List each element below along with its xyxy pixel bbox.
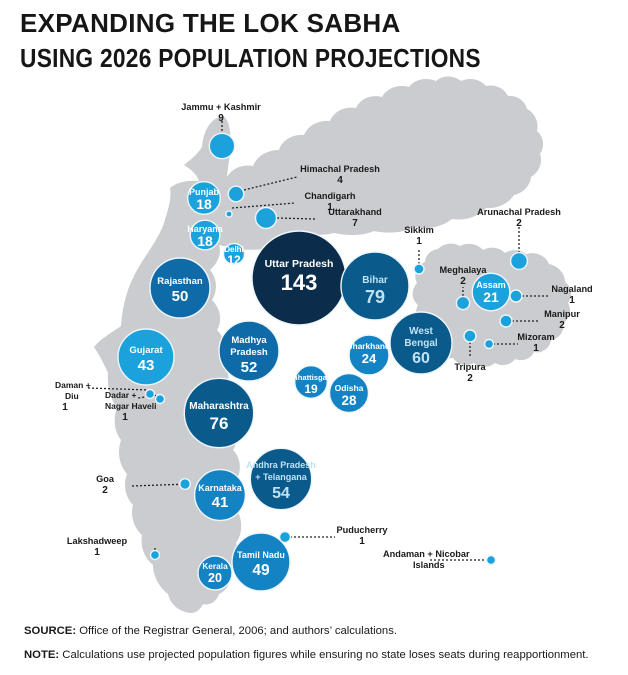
svg-text:19: 19 <box>304 382 318 396</box>
svg-text:2: 2 <box>467 373 473 384</box>
svg-text:18: 18 <box>197 233 213 249</box>
svg-text:Maharashtra: Maharashtra <box>189 401 249 412</box>
svg-text:Pradesh: Pradesh <box>230 347 268 358</box>
svg-text:Islands: Islands <box>413 560 445 570</box>
svg-text:1: 1 <box>94 547 100 558</box>
svg-text:Tamil Nadu: Tamil Nadu <box>237 550 285 560</box>
svg-text:52: 52 <box>241 359 258 376</box>
svg-text:4: 4 <box>337 175 343 186</box>
svg-text:41: 41 <box>212 494 229 511</box>
svg-text:Chandigarh: Chandigarh <box>304 191 355 201</box>
svg-text:Tripura: Tripura <box>454 362 486 372</box>
svg-text:West: West <box>409 326 433 337</box>
svg-text:54: 54 <box>272 485 290 502</box>
svg-text:Daman +: Daman + <box>55 380 91 390</box>
svg-text:Jharkhand: Jharkhand <box>348 341 390 351</box>
svg-text:Nagar Haveli: Nagar Haveli <box>105 401 157 411</box>
svg-text:Andhra Pradesh: Andhra Pradesh <box>246 460 316 470</box>
svg-text:143: 143 <box>281 270 318 295</box>
svg-text:18: 18 <box>196 196 212 212</box>
svg-text:Puducherry: Puducherry <box>336 525 388 535</box>
svg-text:2: 2 <box>559 320 565 331</box>
svg-text:1: 1 <box>359 536 365 547</box>
svg-text:1: 1 <box>62 402 68 413</box>
svg-text:Kerala: Kerala <box>202 561 228 571</box>
svg-text:9: 9 <box>218 113 224 124</box>
svg-text:Meghalaya: Meghalaya <box>440 265 488 275</box>
svg-text:12: 12 <box>227 253 241 267</box>
svg-text:Chhattisgarh: Chhattisgarh <box>288 373 335 382</box>
svg-text:Lakshadweep: Lakshadweep <box>67 536 128 546</box>
svg-text:21: 21 <box>483 289 499 305</box>
svg-text:Arunachal Pradesh: Arunachal Pradesh <box>477 207 561 217</box>
svg-text:Rajasthan: Rajasthan <box>157 276 203 287</box>
svg-text:20: 20 <box>208 571 222 585</box>
svg-text:Bengal: Bengal <box>404 338 438 349</box>
svg-text:1: 1 <box>569 295 575 306</box>
svg-text:28: 28 <box>341 393 357 408</box>
svg-text:7: 7 <box>352 218 358 229</box>
svg-text:Gujarat: Gujarat <box>129 345 163 356</box>
svg-text:Goa: Goa <box>96 474 115 484</box>
svg-text:Mizoram: Mizoram <box>517 332 554 342</box>
svg-text:1: 1 <box>533 343 539 354</box>
svg-text:1: 1 <box>122 412 128 423</box>
svg-text:43: 43 <box>138 357 155 374</box>
svg-text:79: 79 <box>365 287 385 307</box>
svg-text:2: 2 <box>102 485 108 496</box>
svg-text:Madhya: Madhya <box>231 335 267 346</box>
svg-text:Uttarakhand: Uttarakhand <box>328 207 382 217</box>
svg-text:Uttar Pradesh: Uttar Pradesh <box>265 258 334 270</box>
svg-text:Karnataka: Karnataka <box>198 483 243 493</box>
svg-text:1: 1 <box>416 236 422 247</box>
svg-text:Diu: Diu <box>65 391 79 401</box>
svg-text:Himachal Pradesh: Himachal Pradesh <box>300 164 380 174</box>
svg-text:Sikkim: Sikkim <box>404 225 434 235</box>
svg-text:Nagaland: Nagaland <box>551 284 592 294</box>
svg-text:+ Telangana: + Telangana <box>255 472 308 482</box>
svg-text:Odisha: Odisha <box>335 383 364 393</box>
svg-text:Jammu + Kashmir: Jammu + Kashmir <box>181 102 261 112</box>
svg-text:Bihar: Bihar <box>362 275 388 286</box>
svg-text:2: 2 <box>516 218 522 229</box>
svg-text:60: 60 <box>412 350 430 367</box>
svg-text:24: 24 <box>362 351 377 366</box>
svg-text:76: 76 <box>210 414 229 433</box>
svg-text:Dadar +: Dadar + <box>105 390 136 400</box>
svg-text:49: 49 <box>252 562 270 579</box>
svg-text:Andaman + Nicobar: Andaman + Nicobar <box>383 549 470 559</box>
svg-text:50: 50 <box>172 288 189 305</box>
svg-text:Manipur: Manipur <box>544 309 580 319</box>
svg-text:2: 2 <box>460 276 466 287</box>
